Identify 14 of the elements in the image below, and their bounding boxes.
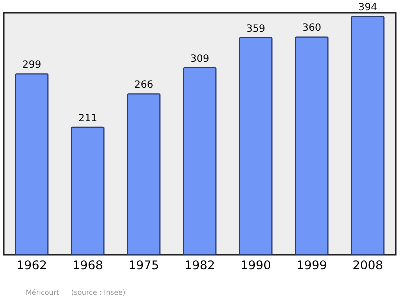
data-label: 394 xyxy=(358,2,378,14)
data-label: 266 xyxy=(134,80,154,92)
x-tick-label: 1990 xyxy=(240,258,272,272)
data-label: 359 xyxy=(246,24,266,35)
data-label: 299 xyxy=(22,60,42,72)
data-label: 360 xyxy=(302,23,322,34)
data-label: 309 xyxy=(190,54,210,66)
x-tick-label: 1968 xyxy=(72,258,104,272)
x-tick-label: 2008 xyxy=(352,258,384,272)
x-tick-label: 1982 xyxy=(184,258,216,272)
data-label: 211 xyxy=(78,113,98,124)
x-tick-label: 1962 xyxy=(16,258,48,272)
x-tick-label: 1999 xyxy=(296,258,328,272)
x-tick-label: 1975 xyxy=(128,258,160,272)
